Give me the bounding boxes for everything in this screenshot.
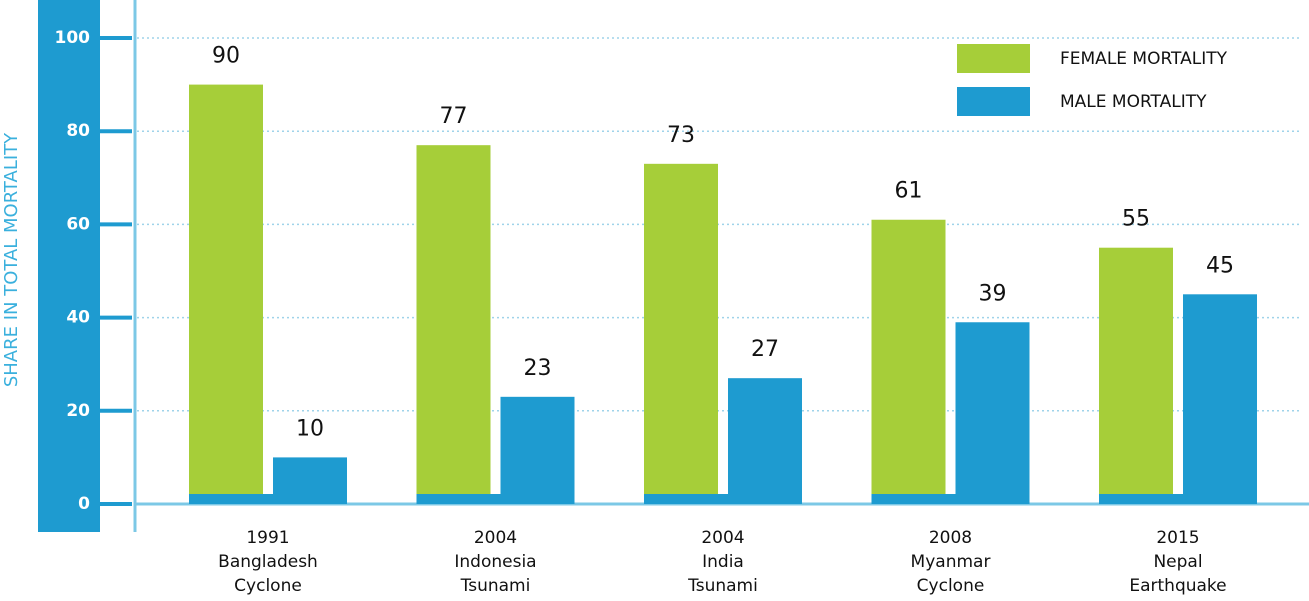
bar (871, 219, 946, 505)
data-label: 73 (667, 123, 695, 148)
y-axis-label: SHARE IN TOTAL MORTALITY (1, 132, 22, 387)
y-axis-band (38, 0, 100, 532)
y-tick-label: 60 (66, 214, 90, 234)
x-tick-label: 2004 (474, 528, 517, 548)
data-label: 39 (979, 281, 1007, 306)
x-tick-label: Myanmar (911, 552, 991, 572)
x-tick-label: Cyclone (234, 576, 302, 596)
data-label: 10 (296, 416, 324, 441)
data-label: 55 (1122, 207, 1150, 232)
y-tick-label: 80 (66, 121, 90, 141)
legend-label: MALE MORTALITY (1060, 92, 1207, 112)
data-label: 90 (212, 44, 240, 69)
legend-label: FEMALE MORTALITY (1060, 49, 1228, 69)
x-tick-label: Bangladesh (218, 552, 318, 572)
bar (500, 396, 575, 504)
x-tick-label: Tsunami (460, 576, 531, 596)
data-label: 23 (524, 356, 552, 381)
bar (728, 378, 802, 504)
bar-foot (871, 494, 1030, 504)
bar (1099, 247, 1173, 504)
bar (189, 84, 263, 504)
data-label: 27 (751, 337, 779, 362)
x-tick-label: Earthquake (1129, 576, 1226, 596)
x-tick-label: Indonesia (454, 552, 536, 572)
bar-foot (189, 494, 347, 504)
x-tick-label: 2015 (1156, 528, 1199, 548)
bar (955, 322, 1030, 504)
legend-swatch (957, 44, 1030, 73)
data-label: 45 (1206, 253, 1234, 278)
legend-swatch (957, 87, 1030, 116)
bar-foot (644, 494, 802, 504)
x-tick-label: 2004 (701, 528, 744, 548)
x-tick-label: Cyclone (917, 576, 985, 596)
y-tick-label: 0 (78, 494, 90, 514)
x-tick-label: India (702, 552, 744, 572)
x-tick-label: 1991 (246, 528, 289, 548)
bar-foot (416, 494, 575, 504)
y-tick-label: 40 (66, 308, 90, 328)
bar (416, 145, 491, 504)
y-tick-label: 20 (66, 401, 90, 421)
x-tick-label: Nepal (1153, 552, 1202, 572)
x-tick-label: Tsunami (687, 576, 758, 596)
y-tick-label: 100 (55, 28, 91, 48)
bar-foot (1099, 494, 1257, 504)
bar (644, 163, 718, 504)
bar (1183, 294, 1257, 504)
x-tick-label: 2008 (929, 528, 972, 548)
data-label: 77 (440, 104, 468, 129)
data-label: 61 (895, 179, 923, 204)
